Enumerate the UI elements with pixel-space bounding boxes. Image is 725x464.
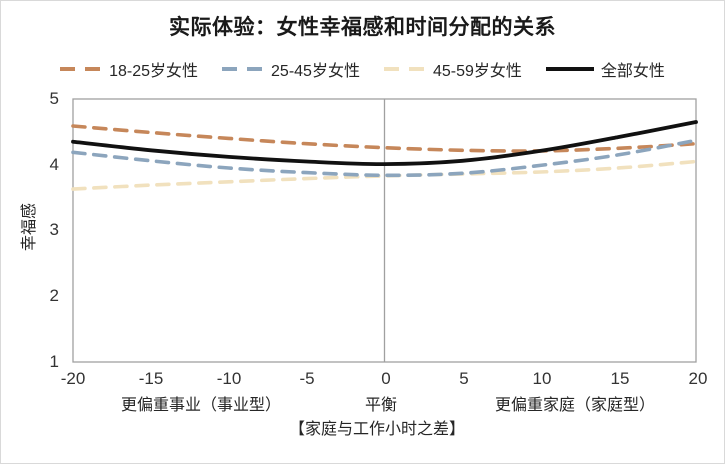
- legend-label: 45-59岁女性: [432, 63, 522, 80]
- y-axis-tick-label: 5: [49, 89, 59, 108]
- legend-item-45-59: 45-59岁女性: [383, 57, 522, 81]
- legend-label: 全部女性: [600, 63, 665, 80]
- legend-item-18-25: 18-25岁女性: [60, 57, 198, 81]
- x-axis-tick-label: -20: [60, 369, 86, 388]
- x-axis-tick-label: -15: [138, 369, 164, 388]
- legend-dash-sample: [222, 67, 265, 71]
- series-line-1: [71, 138, 698, 178]
- chart-title: 实际体验：女性幸福感和时间分配的关系: [169, 16, 556, 39]
- chart-legend: 18-25岁女性 25-45岁女性 45-59岁女性 全部女性: [1, 57, 724, 81]
- y-axis-tick-label: 4: [49, 155, 59, 174]
- series-line-3: [71, 120, 698, 167]
- y-axis-tick-label: 3: [49, 220, 59, 239]
- x-axis-tick-label: 20: [688, 369, 708, 388]
- x-zone-label-balance: 平衡: [364, 397, 397, 414]
- x-axis-title: 【家庭与工作小时之差】: [288, 421, 465, 438]
- y-axis-tick-label: 1: [49, 352, 59, 371]
- x-axis-tick-label: -10: [216, 369, 242, 388]
- legend-item-all-women: 全部女性: [545, 57, 665, 81]
- y-axis-tick-label: 2: [49, 286, 59, 305]
- legend-item-25-45: 25-45岁女性: [222, 57, 360, 81]
- x-axis-tick-label: 15: [610, 369, 630, 388]
- x-axis-tick-label: -5: [299, 369, 315, 388]
- x-axis-tick-label: 0: [381, 369, 391, 388]
- x-axis-tick-label: 5: [459, 369, 469, 388]
- legend-dash-sample: [60, 67, 103, 71]
- x-axis-tick-label: 10: [532, 369, 552, 388]
- legend-line-sample: [545, 67, 594, 71]
- x-zone-label-career: 更偏重事业（事业型）: [120, 397, 281, 414]
- y-axis-title: 幸福感: [21, 203, 38, 252]
- legend-dash-sample: [383, 67, 426, 71]
- legend-label: 18-25岁女性: [109, 63, 199, 80]
- x-zone-label-family: 更偏重家庭（家庭型）: [494, 397, 655, 414]
- legend-label: 25-45岁女性: [271, 63, 360, 80]
